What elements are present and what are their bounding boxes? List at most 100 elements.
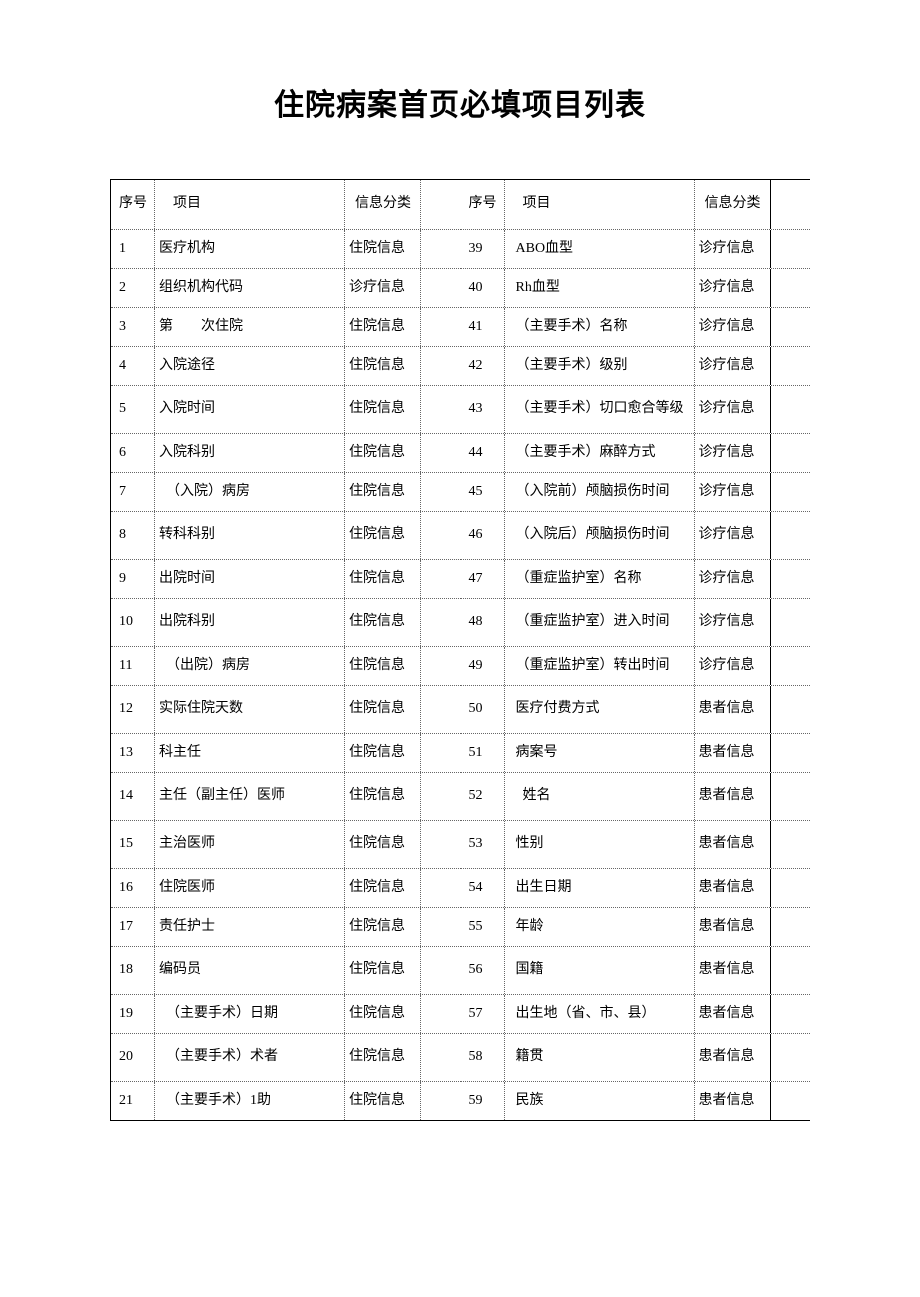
cell-category: 住院信息 (345, 947, 421, 994)
cell-item: （入院后）颅脑损伤时间 (505, 512, 695, 559)
cell-seq: 40 (461, 269, 505, 307)
cell-category: 住院信息 (345, 473, 421, 511)
cell-seq: 52 (461, 773, 505, 820)
cell-category: 诊疗信息 (695, 230, 771, 268)
header-seq: 序号 (111, 180, 155, 229)
table-row: 49 （重症监护室）转出时间诊疗信息 (461, 647, 811, 686)
cell-item: （主要手术）麻醉方式 (505, 434, 695, 472)
cell-seq: 3 (111, 308, 155, 346)
cell-item: （重症监护室）转出时间 (505, 647, 695, 685)
table-row: 3第 次住院住院信息 (111, 308, 461, 347)
cell-seq: 58 (461, 1034, 505, 1081)
cell-seq: 48 (461, 599, 505, 646)
cell-category: 诊疗信息 (695, 434, 771, 472)
cell-category: 住院信息 (345, 434, 421, 472)
cell-item: 入院途径 (155, 347, 345, 385)
cell-seq: 7 (111, 473, 155, 511)
cell-category: 住院信息 (345, 821, 421, 868)
table-row: 8转科科别住院信息 (111, 512, 461, 560)
cell-item: 住院医师 (155, 869, 345, 907)
table-row: 11 （出院）病房住院信息 (111, 647, 461, 686)
cell-item: 第 次住院 (155, 308, 345, 346)
cell-seq: 2 (111, 269, 155, 307)
cell-seq: 10 (111, 599, 155, 646)
header-item: 项目 (155, 180, 345, 229)
cell-item: （入院）病房 (155, 473, 345, 511)
cell-seq: 46 (461, 512, 505, 559)
cell-item: （出院）病房 (155, 647, 345, 685)
cell-seq: 11 (111, 647, 155, 685)
cell-item: （入院前）颅脑损伤时间 (505, 473, 695, 511)
cell-category: 住院信息 (345, 869, 421, 907)
cell-item: 科主任 (155, 734, 345, 772)
cell-category: 诊疗信息 (345, 269, 421, 307)
table-row: 19 （主要手术）日期住院信息 (111, 995, 461, 1034)
header-seq: 序号 (461, 180, 505, 229)
cell-category: 住院信息 (345, 995, 421, 1033)
cell-item: 实际住院天数 (155, 686, 345, 733)
cell-seq: 9 (111, 560, 155, 598)
cell-category: 诊疗信息 (695, 269, 771, 307)
cell-category: 患者信息 (695, 734, 771, 772)
table-row: 2组织机构代码诊疗信息 (111, 269, 461, 308)
cell-seq: 43 (461, 386, 505, 433)
cell-seq: 14 (111, 773, 155, 820)
cell-category: 住院信息 (345, 1034, 421, 1081)
cell-seq: 5 (111, 386, 155, 433)
cell-category: 患者信息 (695, 686, 771, 733)
cell-category: 患者信息 (695, 773, 771, 820)
cell-category: 患者信息 (695, 869, 771, 907)
cell-category: 住院信息 (345, 599, 421, 646)
table-row: 16住院医师住院信息 (111, 869, 461, 908)
cell-item: 出院科别 (155, 599, 345, 646)
cell-item: （主要手术）1助 (155, 1082, 345, 1120)
cell-item: （重症监护室）进入时间 (505, 599, 695, 646)
table-row: 58 籍贯患者信息 (461, 1034, 811, 1082)
header-category: 信息分类 (695, 180, 771, 229)
cell-item: 医疗机构 (155, 230, 345, 268)
cell-seq: 49 (461, 647, 505, 685)
cell-category: 患者信息 (695, 821, 771, 868)
cell-seq: 55 (461, 908, 505, 946)
cell-item: 入院科别 (155, 434, 345, 472)
cell-item: 出生地（省、市、县） (505, 995, 695, 1033)
table-row: 50 医疗付费方式患者信息 (461, 686, 811, 734)
cell-category: 住院信息 (345, 560, 421, 598)
table-row: 12实际住院天数住院信息 (111, 686, 461, 734)
table-row: 7 （入院）病房住院信息 (111, 473, 461, 512)
cell-category: 诊疗信息 (695, 512, 771, 559)
cell-item: Rh血型 (505, 269, 695, 307)
table-row: 21 （主要手术）1助住院信息 (111, 1082, 461, 1121)
cell-item: 入院时间 (155, 386, 345, 433)
cell-category: 住院信息 (345, 734, 421, 772)
header-item: 项目 (505, 180, 695, 229)
table-row: 40 Rh血型诊疗信息 (461, 269, 811, 308)
cell-category: 诊疗信息 (695, 647, 771, 685)
cell-category: 住院信息 (345, 773, 421, 820)
table-row: 9出院时间住院信息 (111, 560, 461, 599)
table-row: 17责任护士住院信息 (111, 908, 461, 947)
cell-item: （主要手术）级别 (505, 347, 695, 385)
cell-seq: 16 (111, 869, 155, 907)
cell-item: 出院时间 (155, 560, 345, 598)
cell-item: 病案号 (505, 734, 695, 772)
header-category: 信息分类 (345, 180, 421, 229)
cell-item: （主要手术）切口愈合等级 (505, 386, 695, 433)
table-row: 46 （入院后）颅脑损伤时间诊疗信息 (461, 512, 811, 560)
cell-seq: 12 (111, 686, 155, 733)
cell-category: 住院信息 (345, 647, 421, 685)
table-row: 51 病案号患者信息 (461, 734, 811, 773)
table-row: 57 出生地（省、市、县）患者信息 (461, 995, 811, 1034)
cell-seq: 51 (461, 734, 505, 772)
cell-seq: 4 (111, 347, 155, 385)
cell-item: 性别 (505, 821, 695, 868)
table-row: 53 性别患者信息 (461, 821, 811, 869)
required-fields-table: 序号 项目 信息分类 1医疗机构住院信息2组织机构代码诊疗信息3第 次住院住院信… (110, 179, 810, 1121)
table-header-row: 序号 项目 信息分类 (461, 180, 811, 230)
page-title: 住院病案首页必填项目列表 (110, 80, 810, 124)
cell-category: 住院信息 (345, 1082, 421, 1120)
cell-seq: 56 (461, 947, 505, 994)
table-row: 55 年龄患者信息 (461, 908, 811, 947)
cell-category: 住院信息 (345, 230, 421, 268)
table-header-row: 序号 项目 信息分类 (111, 180, 461, 230)
